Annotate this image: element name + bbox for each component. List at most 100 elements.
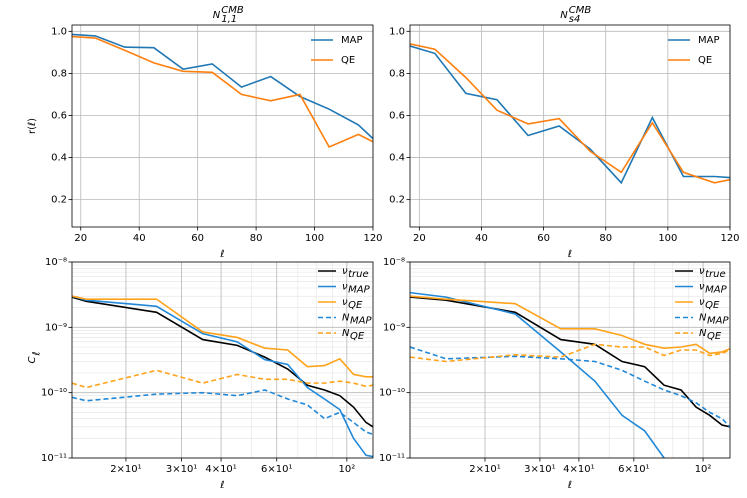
x-tick-label: 6×10¹ [261, 464, 292, 475]
y-tick-label: 10⁻¹¹ [41, 453, 67, 464]
axes-frame [71, 24, 374, 228]
series-line [410, 45, 730, 185]
legend-subscript: MAP [348, 285, 370, 296]
x-tick-label: 10² [695, 464, 712, 475]
chart-title-superscript: CMB [569, 5, 592, 16]
series-line [72, 295, 373, 458]
x-tick-label: 10² [338, 464, 355, 475]
x-tick-label: 40 [133, 233, 146, 244]
chart-title-text: N [213, 10, 221, 21]
x-tick-label: 100 [658, 233, 677, 244]
axes-frame [409, 261, 731, 459]
legend-subscript: QE [707, 331, 722, 342]
y-tick-label: 0.2 [51, 195, 67, 206]
x-tick-label: 60 [537, 233, 550, 244]
y-axis-label-subscript: ℓ [32, 351, 43, 355]
legend-label: ν [699, 282, 705, 293]
series-line [72, 295, 373, 378]
x-tick-label: 100 [305, 233, 324, 244]
x-axis-label-text: ℓ [568, 249, 572, 260]
x-tick-label: 40 [475, 233, 488, 244]
legend-subscript: QE [350, 331, 365, 342]
x-tick-label: 80 [250, 233, 263, 244]
y-tick-label: 10⁻⁸ [45, 257, 67, 268]
y-axis-label: Cℓ [27, 351, 43, 363]
y-tick-label: 0.6 [51, 110, 67, 121]
series-line [72, 35, 373, 149]
y-tick-label: 0.6 [389, 110, 405, 121]
x-tick-label: 6×10¹ [618, 464, 649, 475]
x-tick-label: 2×10¹ [469, 464, 500, 475]
chart-title-text: N [560, 10, 568, 21]
legend-subscript: true [705, 269, 726, 280]
x-tick-label: 20 [74, 233, 87, 244]
x-axis-label-text: ℓ [568, 480, 572, 491]
x-tick-label: 2×10¹ [110, 464, 141, 475]
y-tick-label: 0.8 [51, 68, 67, 79]
x-tick-label: 3×10¹ [166, 464, 197, 475]
y-tick-label: 10⁻⁹ [45, 322, 67, 333]
legend-label: ν [342, 297, 348, 308]
x-axis-label: ℓ [220, 480, 224, 491]
legend-subscript: QE [348, 300, 363, 311]
legend-label: N [699, 328, 707, 339]
legend-label: ν [342, 282, 348, 293]
x-axis-label: ℓ [220, 249, 224, 260]
series-line [410, 346, 730, 428]
y-axis-label-text: C [27, 356, 38, 363]
x-tick-label: 60 [191, 233, 204, 244]
legend-label: QE [698, 55, 712, 66]
legend-label: ν [342, 266, 348, 277]
y-tick-label: 0.4 [389, 153, 405, 164]
series-line [72, 389, 373, 436]
legend-subscript: MAP [705, 285, 727, 296]
y-tick-label: 10⁻¹⁰ [379, 388, 405, 399]
series-line [410, 296, 730, 428]
legend-subscript: MAP [707, 316, 729, 327]
x-tick-label: 3×10¹ [524, 464, 555, 475]
legend-label: MAP [698, 35, 720, 46]
y-tick-label: 0.8 [389, 68, 405, 79]
x-tick-label: 120 [720, 233, 739, 244]
y-tick-label: 1.0 [389, 26, 405, 37]
y-tick-label: 10⁻¹¹ [379, 453, 405, 464]
series-line [72, 296, 373, 428]
legend-subscript: MAP [350, 316, 372, 327]
y-tick-label: 10⁻¹⁰ [41, 388, 67, 399]
series-line [72, 369, 373, 389]
series-line [410, 291, 666, 458]
axes-frame [71, 261, 374, 459]
x-axis-label: ℓ [568, 249, 572, 260]
x-tick-label: 20 [413, 233, 426, 244]
x-axis-label-text: ℓ [220, 480, 224, 491]
x-tick-label: 80 [599, 233, 612, 244]
legend-label: N [342, 328, 350, 339]
series-line [410, 43, 730, 184]
chart-title-subscript: s4 [569, 14, 581, 25]
x-tick-label: 120 [363, 233, 382, 244]
series-line [72, 33, 373, 140]
legend-label: ν [699, 297, 705, 308]
x-axis-label-text: ℓ [220, 249, 224, 260]
x-axis-label: ℓ [568, 480, 572, 491]
axes-frame [409, 24, 731, 228]
x-tick-label: 4×10¹ [563, 464, 594, 475]
legend-label: ν [699, 266, 705, 277]
legend-label: N [342, 313, 350, 324]
legend-subscript: true [348, 269, 369, 280]
chart-title-superscript: CMB [221, 5, 244, 16]
legend-label: N [699, 313, 707, 324]
series-line [410, 295, 730, 355]
legend-subscript: QE [705, 300, 720, 311]
chart-title-subscript: 1,1 [221, 14, 237, 25]
legend-label: QE [341, 55, 355, 66]
y-tick-label: 10⁻⁸ [383, 257, 405, 268]
y-axis-label: r(ℓ) [27, 118, 38, 134]
series-line [410, 343, 730, 363]
y-tick-label: 0.2 [389, 195, 405, 206]
y-tick-label: 0.4 [51, 153, 67, 164]
legend-label: MAP [341, 35, 363, 46]
